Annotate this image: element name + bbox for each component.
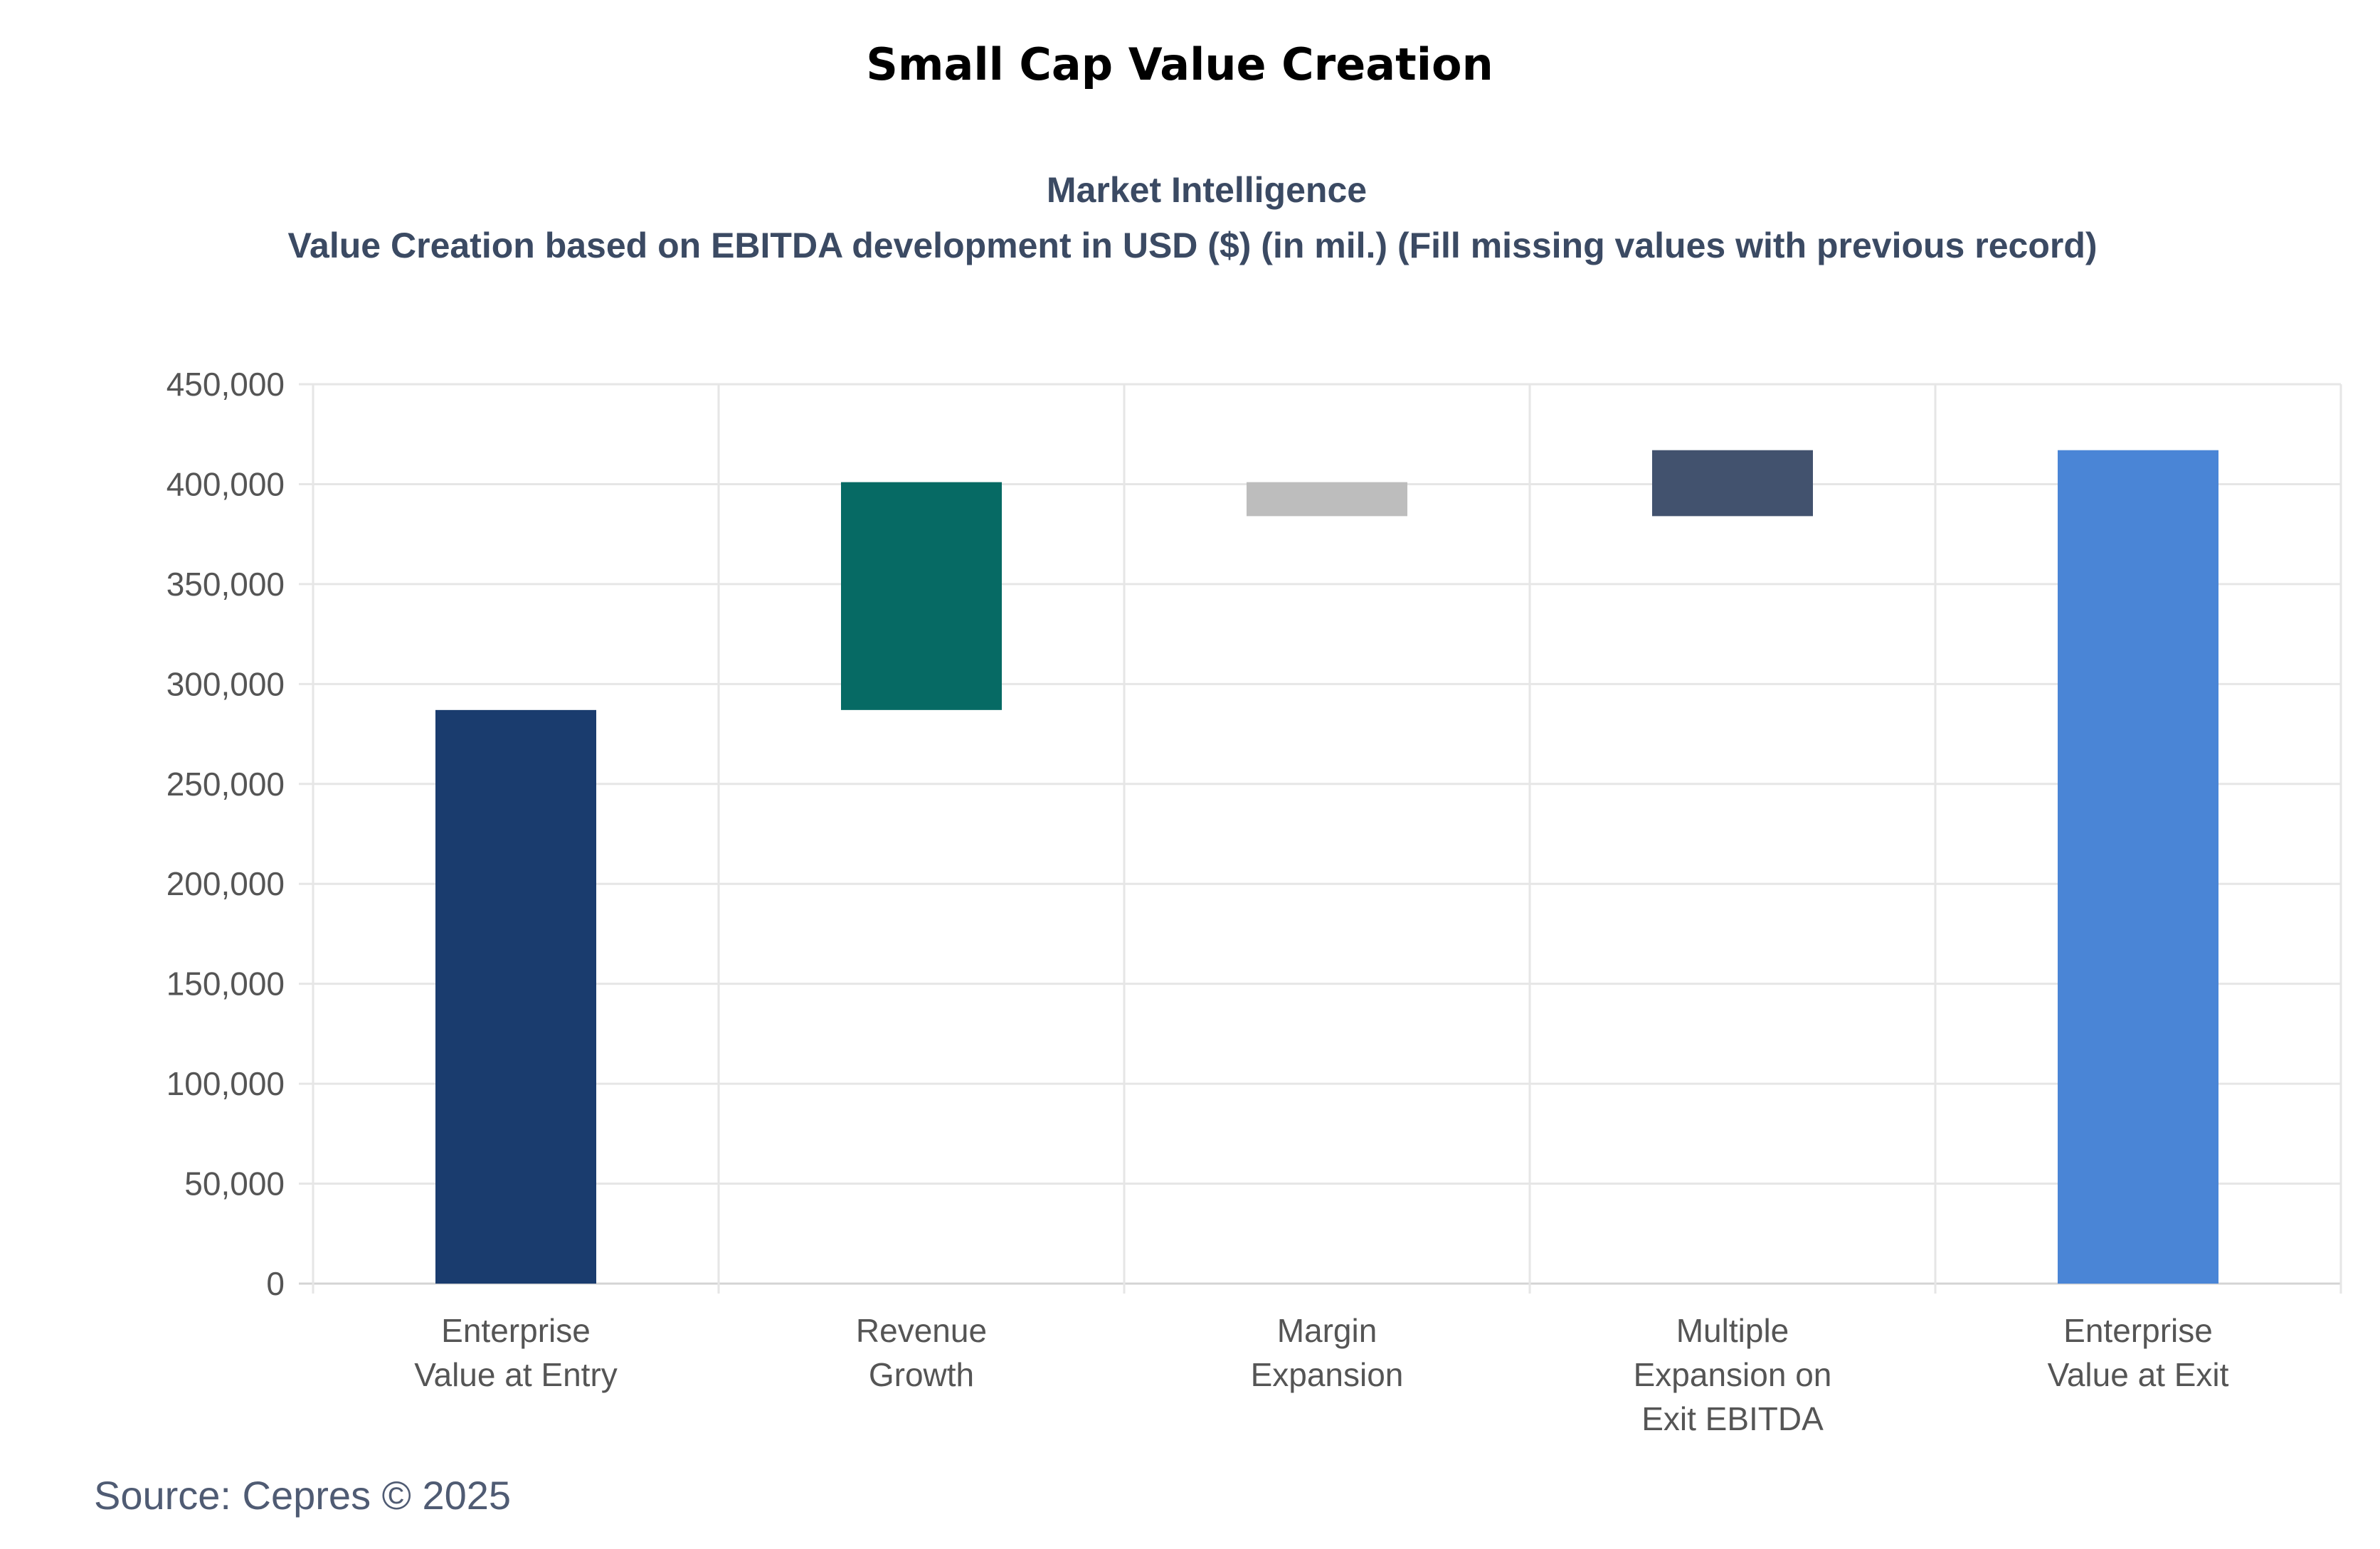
y-tick-label: 150,000 bbox=[166, 966, 285, 1003]
x-category-label: Revenue Growth bbox=[856, 1312, 987, 1393]
x-axis-labels: Enterprise Value at Entry Revenue Growth Mar… bbox=[414, 1312, 2228, 1437]
y-tick-label: 200,000 bbox=[166, 865, 285, 902]
bar-enterprise-value-at-exit bbox=[2058, 450, 2218, 1284]
bar-multiple-expansion-on-exit-ebitda bbox=[1652, 450, 1813, 517]
chart-subtitle: Value Creation based on EBITDA developme… bbox=[287, 226, 2097, 265]
gridlines bbox=[299, 383, 2342, 1294]
source-note: Source: Cepres © 2025 bbox=[94, 1473, 511, 1518]
y-tick-label: 100,000 bbox=[166, 1065, 285, 1102]
x-category-label: Enterprise Value at Exit bbox=[2048, 1312, 2229, 1393]
y-tick-label: 50,000 bbox=[184, 1165, 285, 1202]
x-category-label: Margin Expansion bbox=[1251, 1312, 1404, 1393]
y-tick-label: 450,000 bbox=[166, 366, 285, 403]
x-category-label: Enterprise Value at Entry bbox=[414, 1312, 618, 1393]
y-tick-label: 300,000 bbox=[166, 665, 285, 702]
chart-title: Market Intelligence bbox=[1047, 170, 1367, 210]
y-tick-label: 0 bbox=[266, 1265, 285, 1302]
bar-margin-expansion bbox=[1247, 482, 1407, 517]
bar-revenue-growth bbox=[841, 482, 1002, 710]
y-axis-ticks: 0 50,000 100,000 150,000 200,000 250,000 300,0… bbox=[166, 366, 285, 1302]
bars bbox=[435, 450, 2218, 1284]
y-tick-label: 250,000 bbox=[166, 766, 285, 803]
x-category-label: Multiple Expansion on Exit EBITDA bbox=[1634, 1312, 1832, 1437]
y-tick-label: 350,000 bbox=[166, 566, 285, 603]
bar-enterprise-value-at-entry bbox=[435, 709, 596, 1284]
y-tick-label: 400,000 bbox=[166, 465, 285, 502]
page-title: Small Cap Value Creation bbox=[866, 38, 1493, 90]
